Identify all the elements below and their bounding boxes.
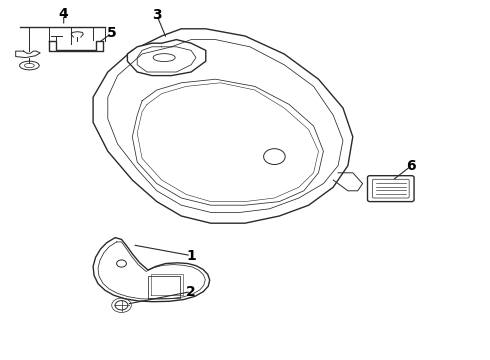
Text: 6: 6 xyxy=(406,159,416,173)
Polygon shape xyxy=(93,238,210,302)
Polygon shape xyxy=(93,29,353,223)
Polygon shape xyxy=(127,40,206,76)
Text: 5: 5 xyxy=(107,26,117,40)
FancyBboxPatch shape xyxy=(368,176,414,202)
Text: 1: 1 xyxy=(186,249,196,262)
Text: 2: 2 xyxy=(186,285,196,298)
Text: 3: 3 xyxy=(152,8,162,22)
Text: 4: 4 xyxy=(59,8,69,21)
